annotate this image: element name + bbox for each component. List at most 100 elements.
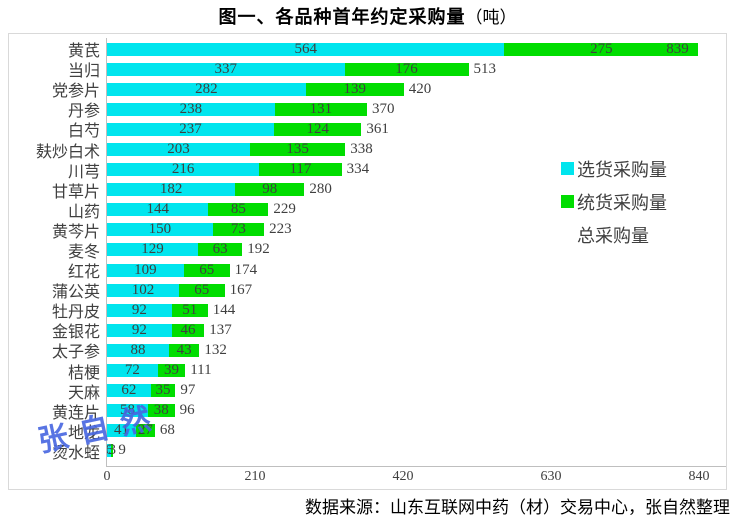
legend-label: 总采购量 xyxy=(577,225,649,246)
bar-track: 203 135 338 xyxy=(107,141,699,158)
segment-value-label: 139 xyxy=(343,80,366,97)
bar-track: 150 73 223 xyxy=(107,221,699,238)
total-value-label: 839 xyxy=(666,40,689,57)
selected-goods-bar-segment: 41 xyxy=(107,422,136,439)
segment-value-label: 182 xyxy=(159,181,183,198)
total-value-label: 420 xyxy=(408,80,432,97)
segment-value-label: 144 xyxy=(146,201,169,218)
total-value-label: 370 xyxy=(372,100,395,117)
selected-goods-bar-segment: 88 xyxy=(107,342,170,357)
segment-value-label: 51 xyxy=(182,301,198,318)
legend-item: 总采购量 xyxy=(561,218,667,251)
bulk-goods-bar-segment: 98 xyxy=(235,182,305,197)
bar-row: 烫水蛭 6 3 9 xyxy=(9,441,726,462)
category-label: 蒲公英 xyxy=(51,284,100,302)
total-value-label: 111 xyxy=(190,362,212,379)
legend-label: 选货采购量 xyxy=(577,159,667,180)
category-label: 党参片 xyxy=(51,83,100,101)
category-label: 麦冬 xyxy=(67,243,100,261)
category-label: 黄芩片 xyxy=(51,223,100,241)
bulk-goods-bar-segment: 46 xyxy=(171,321,205,338)
bar-row: 黄芪 564 275 839 xyxy=(9,39,726,60)
bulk-goods-bar-segment: 39 xyxy=(157,363,186,378)
bar-track: 144 85 229 xyxy=(107,201,699,218)
total-value-label: 144 xyxy=(212,301,236,318)
bar-track: 237 124 361 xyxy=(107,120,699,137)
bulk-goods-bar-segment: 27 xyxy=(135,423,155,438)
segment-value-label: 238 xyxy=(179,100,203,117)
bar-row: 麸炒白术 203 135 338 xyxy=(9,139,726,161)
category-label: 山药 xyxy=(67,203,100,221)
bar-track: 88 43 132 xyxy=(107,341,699,358)
segment-value-label: 275 xyxy=(590,40,613,57)
bar-track: 282 139 420 xyxy=(107,80,699,97)
bar-row: 甘草片 182 98 280 xyxy=(9,180,726,201)
x-tick-label: 420 xyxy=(392,469,414,484)
bar-row: 桔梗 72 39 111 xyxy=(9,361,726,382)
bulk-goods-bar-segment: 63 xyxy=(197,242,243,257)
bar-row: 蒲公英 102 65 167 xyxy=(9,280,726,302)
total-value-label: 9 xyxy=(118,442,126,459)
total-value-label: 174 xyxy=(234,261,258,278)
total-value-label: 137 xyxy=(209,321,232,338)
bar-track: 102 65 167 xyxy=(107,282,699,297)
bar-track: 109 65 174 xyxy=(107,261,699,278)
segment-value-label: 176 xyxy=(395,60,418,77)
bar-track: 564 275 839 xyxy=(107,40,699,57)
x-axis-line xyxy=(106,466,726,467)
bar-row: 党参片 282 139 420 xyxy=(9,79,726,101)
segment-value-label: 73 xyxy=(230,221,246,238)
bar-track: 129 63 192 xyxy=(107,241,699,258)
selected-goods-bar-segment: 238 xyxy=(107,100,275,117)
segment-value-label: 203 xyxy=(167,141,190,158)
bulk-goods-bar-segment: 65 xyxy=(178,282,225,297)
bar-track: 62 35 97 xyxy=(107,382,699,399)
bulk-goods-bar-segment: 73 xyxy=(212,221,265,238)
bulk-goods-bar-segment: 139 xyxy=(305,80,404,97)
segment-value-label: 237 xyxy=(179,120,202,137)
segment-value-label: 92 xyxy=(131,301,147,318)
selected-goods-bar-segment: 129 xyxy=(107,242,198,257)
x-tick-label: 210 xyxy=(244,469,266,484)
segment-value-label: 41 xyxy=(113,422,129,439)
segment-value-label: 58 xyxy=(119,402,135,419)
legend-item: 统货采购量 xyxy=(561,185,667,218)
legend-swatch xyxy=(561,195,574,208)
total-value-label: 361 xyxy=(366,120,389,137)
x-tick-label: 0 xyxy=(103,469,111,484)
chart-title-unit: （吨） xyxy=(465,8,517,27)
bulk-goods-bar-segment: 3 xyxy=(109,443,117,458)
legend-item: 选货采购量 xyxy=(561,152,667,185)
category-label: 天麻 xyxy=(67,384,100,402)
total-value-label: 334 xyxy=(346,161,370,178)
selected-goods-bar-segment: 216 xyxy=(107,162,260,177)
category-label: 地龙 xyxy=(67,424,100,442)
bar-row: 红花 109 65 174 xyxy=(9,260,726,282)
segment-value-label: 43 xyxy=(176,341,192,358)
selected-goods-bar-segment: 144 xyxy=(107,201,209,218)
bulk-goods-bar-segment: 85 xyxy=(208,202,269,217)
selected-goods-bar-segment: 237 xyxy=(107,120,275,137)
segment-value-label: 337 xyxy=(214,60,238,77)
selected-goods-bar-segment: 72 xyxy=(107,363,158,378)
legend-label: 统货采购量 xyxy=(577,192,667,213)
segment-value-label: 62 xyxy=(121,382,137,399)
segment-value-label: 38 xyxy=(153,402,169,419)
category-label: 红花 xyxy=(67,264,100,282)
selected-goods-bar-segment: 182 xyxy=(107,181,236,198)
bar-row: 白芍 237 124 361 xyxy=(9,119,726,140)
bulk-goods-bar-segment: 65 xyxy=(183,261,230,278)
bar-track: 337 176 513 xyxy=(107,60,699,77)
segment-value-label: 65 xyxy=(199,261,215,278)
total-value-label: 192 xyxy=(247,241,270,258)
segment-value-label: 46 xyxy=(180,321,196,338)
total-value-label: 97 xyxy=(180,382,196,399)
total-value-label: 132 xyxy=(204,341,227,358)
category-label: 桔梗 xyxy=(67,364,100,382)
chart-title-main: 图一、各品种首年约定采购量 xyxy=(218,7,466,27)
bar-row: 麦冬 129 63 192 xyxy=(9,240,726,261)
bulk-goods-bar-segment: 131 xyxy=(274,101,368,116)
bar-rows: 黄芪 564 275 839 当归 337 176 513 党参片 282 139 420 丹参 238 1… xyxy=(9,39,726,462)
